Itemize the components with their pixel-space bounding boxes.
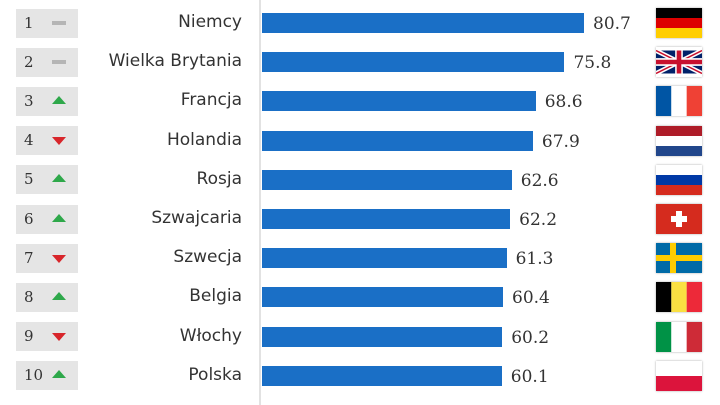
rank-number: 6 bbox=[24, 209, 34, 228]
rank-down-icon bbox=[52, 333, 66, 342]
rank-up-icon bbox=[52, 291, 66, 300]
rank-up-icon bbox=[52, 213, 66, 222]
data-label: 60.1 bbox=[510, 366, 549, 387]
poland-flag-icon bbox=[656, 360, 702, 391]
rank-number: 4 bbox=[24, 131, 34, 150]
rank-number: 7 bbox=[24, 248, 34, 267]
rank-box: 2 bbox=[16, 47, 78, 77]
bar bbox=[262, 209, 511, 229]
category-label: Szwajcaria bbox=[151, 208, 242, 228]
data-label: 68.6 bbox=[544, 92, 583, 113]
germany-flag-icon bbox=[656, 8, 702, 38]
rank-box: 6 bbox=[16, 204, 78, 234]
rank-up-icon bbox=[52, 370, 66, 379]
bar bbox=[262, 52, 565, 73]
data-label: 62.2 bbox=[519, 210, 558, 230]
rank-number: 8 bbox=[24, 287, 34, 306]
italy-flag-icon bbox=[656, 321, 702, 352]
category-label: Belgia bbox=[189, 286, 242, 307]
russia-flag-icon bbox=[656, 164, 702, 195]
rank-box: 4 bbox=[16, 126, 78, 156]
rank-unchanged-icon bbox=[52, 59, 66, 64]
category-label: Szwecja bbox=[173, 247, 242, 268]
rank-box: 9 bbox=[16, 322, 78, 352]
rank-box: 10 bbox=[16, 361, 78, 391]
rank-box: 5 bbox=[16, 165, 78, 195]
category-label: Holandia bbox=[166, 129, 242, 150]
sweden-flag-icon bbox=[656, 243, 702, 274]
bar bbox=[262, 326, 503, 347]
category-label: Niemcy bbox=[178, 12, 242, 32]
data-label: 62.6 bbox=[520, 170, 559, 191]
category-label: Polska bbox=[188, 364, 242, 385]
france-flag-icon bbox=[656, 86, 702, 117]
bar bbox=[262, 287, 503, 308]
data-label: 67.9 bbox=[541, 131, 580, 152]
belgium-flag-icon bbox=[656, 282, 702, 313]
rank-box: 1 bbox=[16, 8, 78, 38]
bar bbox=[262, 248, 507, 269]
switzerland-flag-icon bbox=[656, 204, 702, 234]
rank-up-icon bbox=[52, 174, 66, 183]
uk-flag-icon bbox=[656, 47, 702, 77]
rank-down-icon bbox=[52, 254, 66, 263]
rank-number: 2 bbox=[24, 52, 34, 71]
bar bbox=[262, 130, 533, 151]
netherlands-flag-icon bbox=[656, 125, 702, 156]
rank-number: 1 bbox=[24, 13, 34, 32]
data-label: 61.3 bbox=[515, 249, 554, 270]
data-label: 80.7 bbox=[593, 14, 631, 34]
axis-line bbox=[259, 0, 261, 405]
category-label: Włochy bbox=[179, 325, 242, 346]
rank-up-icon bbox=[52, 95, 66, 104]
data-label: 60.2 bbox=[511, 327, 550, 348]
category-label: Wielka Brytania bbox=[108, 51, 242, 72]
rank-down-icon bbox=[52, 137, 66, 146]
bar bbox=[262, 365, 502, 386]
rank-box: 8 bbox=[16, 282, 78, 312]
rank-box: 7 bbox=[16, 243, 78, 273]
rank-number: 3 bbox=[24, 91, 34, 110]
rank-number: 5 bbox=[24, 170, 34, 189]
rank-number: 10 bbox=[24, 366, 44, 385]
bar bbox=[262, 91, 536, 112]
category-label: Francja bbox=[180, 90, 242, 111]
bar bbox=[262, 13, 584, 33]
rank-unchanged-icon bbox=[52, 20, 66, 25]
data-label: 75.8 bbox=[573, 53, 612, 74]
bar bbox=[262, 169, 512, 190]
category-label: Rosja bbox=[196, 168, 242, 189]
rank-box: 3 bbox=[16, 86, 78, 116]
rank-number: 9 bbox=[24, 327, 34, 346]
data-label: 60.4 bbox=[512, 288, 550, 309]
